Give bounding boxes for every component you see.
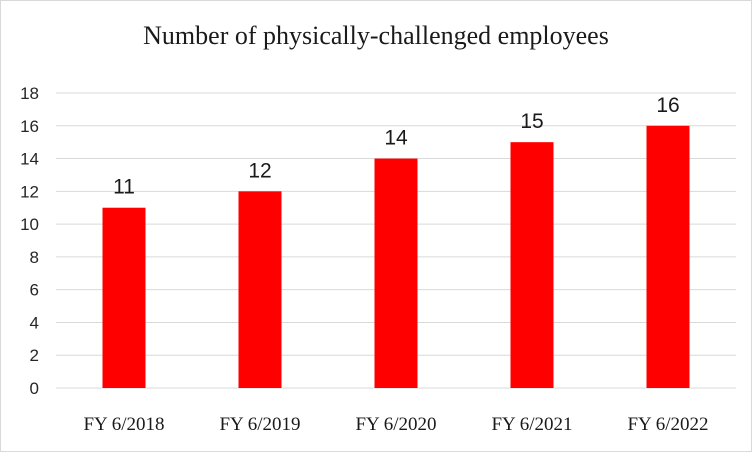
y-tick-label: 12 xyxy=(20,182,39,201)
y-tick-label: 2 xyxy=(30,346,39,365)
y-tick-label: 10 xyxy=(20,215,39,234)
data-label-5: 16 xyxy=(656,94,679,117)
bar-3 xyxy=(374,158,418,388)
chart-title: Number of physically-challenged employee… xyxy=(143,21,609,50)
bar-1 xyxy=(102,207,146,388)
y-tick-label: 4 xyxy=(30,313,39,332)
y-tick-label: 16 xyxy=(20,117,39,136)
y-tick-label: 8 xyxy=(30,248,39,267)
y-tick-label: 14 xyxy=(20,150,39,169)
x-category-label-5: FY 6/2022 xyxy=(627,414,708,435)
y-tick-label: 18 xyxy=(20,84,39,103)
bar-4 xyxy=(510,142,554,388)
bars xyxy=(102,125,690,389)
bar-5 xyxy=(646,125,690,389)
data-label-4: 15 xyxy=(520,110,543,133)
bar-2 xyxy=(238,191,282,388)
y-tick-label: 6 xyxy=(30,281,39,300)
data-label-1: 11 xyxy=(113,176,135,199)
y-tick-label: 0 xyxy=(30,379,39,398)
x-axis-labels: FY 6/2018 FY 6/2019 FY 6/2020 FY 6/2021 FY 6… xyxy=(83,414,708,435)
x-category-label-1: FY 6/2018 xyxy=(83,414,164,435)
data-label-2: 12 xyxy=(248,159,271,182)
data-label-3: 14 xyxy=(384,127,408,150)
y-axis-ticks: 0 2 4 6 8 10 12 14 16 18 xyxy=(20,84,39,398)
x-category-label-2: FY 6/2019 xyxy=(219,414,300,435)
data-labels: 11 12 14 15 16 xyxy=(113,94,680,199)
x-category-label-4: FY 6/2021 xyxy=(491,414,572,435)
x-category-label-3: FY 6/2020 xyxy=(355,414,436,435)
